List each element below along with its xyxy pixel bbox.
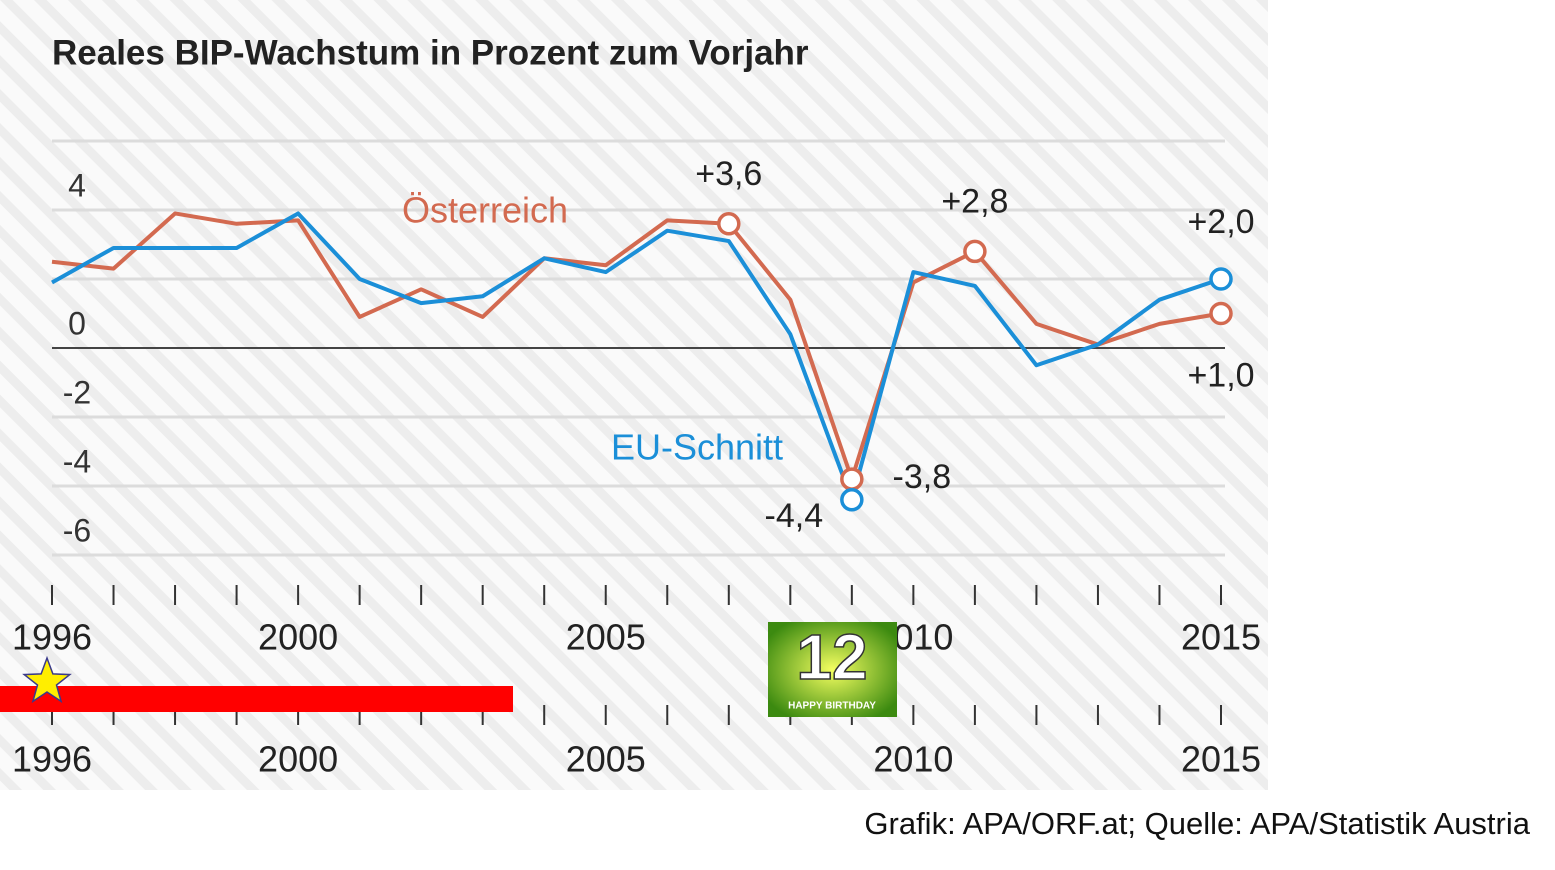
series-line [51,211,1222,482]
x-tick-label: 2000 [258,739,338,780]
red-bar [0,686,513,712]
sticker-text: HAPPY BIRTHDAY [788,701,876,712]
y-tick-label: 4 [68,167,86,203]
x-tick-label: 2005 [566,617,646,658]
y-tick-label: 0 [68,305,86,341]
x-tick-label: 2010 [873,739,953,780]
sticker-background [768,622,897,717]
data-label: +1,0 [1187,356,1254,394]
x-tick-label: 2015 [1181,739,1261,780]
x-tick-label: 2015 [1181,617,1261,658]
sticker-number: 12 [796,621,867,693]
chart-background [0,0,1268,790]
point-marker [717,212,741,236]
data-label: -4,4 [765,497,824,535]
x-tick-label: 1996 [12,617,92,658]
data-label: +2,0 [1187,203,1254,241]
data-label: -3,8 [893,458,952,496]
chart-title: Reales BIP-Wachstum in Prozent zum Vorja… [52,33,809,72]
x-tick-label: 2000 [258,617,338,658]
star-icon [22,655,72,704]
point-marker [1209,267,1233,291]
data-label: +3,6 [695,155,762,193]
x-tick-label: 1996 [12,739,92,780]
x-tick-label: 2005 [566,739,646,780]
source-note: Grafik: APA/ORF.at; Quelle: APA/Statisti… [864,806,1530,841]
y-tick-label: -2 [63,374,91,410]
series-line [51,211,1222,502]
point-marker [840,488,864,512]
y-tick-label: -4 [63,443,91,479]
data-label: +2,8 [941,182,1008,220]
point-marker [963,239,987,264]
legend-label: Österreich [402,190,568,231]
y-tick-label: -6 [63,512,91,548]
point-marker [840,467,864,491]
point-marker [1209,301,1233,326]
legend-label: EU-Schnitt [611,427,783,468]
